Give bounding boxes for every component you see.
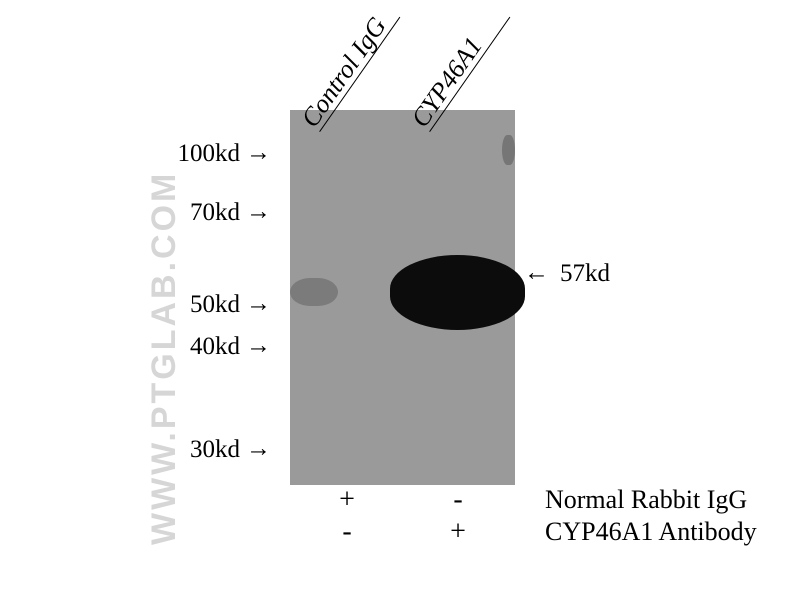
- mw-label-2: 50kd: [130, 291, 240, 319]
- condition-symbol-r1-c1: +: [443, 516, 473, 548]
- target-band-label: 57kd: [560, 260, 610, 288]
- mw-label-3: 40kd: [130, 333, 240, 361]
- target-band-arrow-icon: ←: [524, 258, 549, 287]
- mw-arrow-icon-4: →: [246, 434, 271, 463]
- blot-edge-smudge: [502, 135, 515, 165]
- condition-symbol-r0-c0: +: [332, 484, 362, 516]
- mw-arrow-icon-1: →: [246, 197, 271, 226]
- mw-label-4: 30kd: [130, 436, 240, 464]
- blot-band-control-faint: [290, 278, 338, 306]
- mw-arrow-icon-0: →: [246, 138, 271, 167]
- mw-arrow-icon-3: →: [246, 331, 271, 360]
- condition-symbol-r1-c0: -: [332, 516, 362, 548]
- condition-symbol-r0-c1: -: [443, 484, 473, 516]
- blot-band-main: [390, 255, 525, 330]
- mw-label-0: 100kd: [130, 140, 240, 168]
- mw-label-1: 70kd: [130, 199, 240, 227]
- figure-canvas: WWW.PTGLAB.COM Control IgGCYP46A1 100kd→…: [0, 0, 800, 600]
- mw-arrow-icon-2: →: [246, 289, 271, 318]
- condition-label-1: CYP46A1 Antibody: [545, 517, 757, 547]
- condition-label-0: Normal Rabbit IgG: [545, 485, 747, 515]
